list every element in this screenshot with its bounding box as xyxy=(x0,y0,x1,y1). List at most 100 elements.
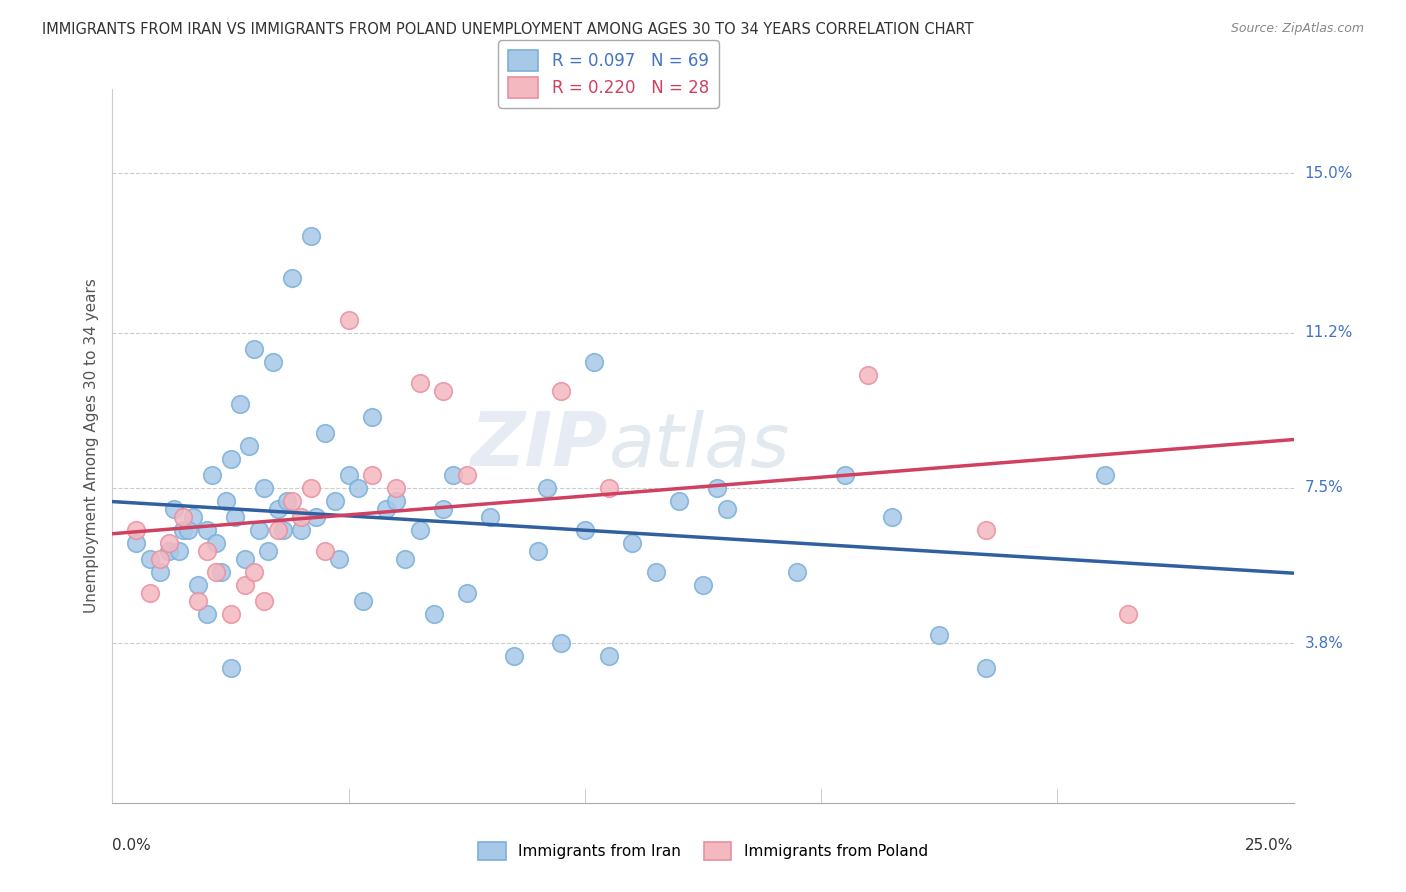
Point xyxy=(394,552,416,566)
Text: ZIP: ZIP xyxy=(471,409,609,483)
Point xyxy=(290,510,312,524)
Point xyxy=(441,468,464,483)
Point xyxy=(644,565,666,579)
Text: Source: ZipAtlas.com: Source: ZipAtlas.com xyxy=(1230,22,1364,36)
Point xyxy=(928,628,950,642)
Point xyxy=(163,502,186,516)
Point xyxy=(257,544,280,558)
Point xyxy=(422,607,444,621)
Point xyxy=(408,523,430,537)
Point xyxy=(976,523,998,537)
Point xyxy=(219,607,242,621)
Point xyxy=(858,368,880,382)
Point xyxy=(550,384,572,399)
Point xyxy=(880,510,903,524)
Point xyxy=(205,535,228,549)
Point xyxy=(304,510,326,524)
Point xyxy=(167,544,190,558)
Text: 7.5%: 7.5% xyxy=(1305,481,1343,495)
Point xyxy=(224,510,246,524)
Point xyxy=(195,607,218,621)
Point xyxy=(229,397,252,411)
Text: 0.0%: 0.0% xyxy=(112,838,152,854)
Point xyxy=(976,661,998,675)
Point xyxy=(1094,468,1116,483)
Point xyxy=(456,468,478,483)
Point xyxy=(385,481,408,495)
Point xyxy=(139,552,162,566)
Point xyxy=(834,468,856,483)
Point xyxy=(267,523,290,537)
Point xyxy=(262,355,284,369)
Point xyxy=(186,594,208,608)
Point xyxy=(172,510,194,524)
Point xyxy=(574,523,596,537)
Point xyxy=(276,493,298,508)
Text: 3.8%: 3.8% xyxy=(1305,636,1344,651)
Point xyxy=(583,355,606,369)
Point xyxy=(267,502,290,516)
Point xyxy=(125,523,148,537)
Point xyxy=(253,481,276,495)
Point xyxy=(195,523,218,537)
Point xyxy=(149,565,172,579)
Point xyxy=(238,439,260,453)
Point xyxy=(247,523,270,537)
Point xyxy=(314,426,336,441)
Point xyxy=(375,502,398,516)
Point xyxy=(716,502,738,516)
Point xyxy=(337,313,360,327)
Point xyxy=(621,535,644,549)
Point xyxy=(361,409,384,424)
Point xyxy=(526,544,548,558)
Point xyxy=(271,523,294,537)
Legend: Immigrants from Iran, Immigrants from Poland: Immigrants from Iran, Immigrants from Po… xyxy=(472,836,934,866)
Point xyxy=(125,535,148,549)
Point xyxy=(385,493,408,508)
Text: 15.0%: 15.0% xyxy=(1305,166,1353,181)
Point xyxy=(408,376,430,390)
Point xyxy=(172,523,194,537)
Point xyxy=(299,481,322,495)
Text: IMMIGRANTS FROM IRAN VS IMMIGRANTS FROM POLAND UNEMPLOYMENT AMONG AGES 30 TO 34 : IMMIGRANTS FROM IRAN VS IMMIGRANTS FROM … xyxy=(42,22,974,37)
Point xyxy=(598,648,620,663)
Point xyxy=(201,468,224,483)
Point xyxy=(181,510,204,524)
Point xyxy=(432,502,454,516)
Point xyxy=(456,586,478,600)
Point xyxy=(668,493,690,508)
Text: 11.2%: 11.2% xyxy=(1305,326,1353,340)
Point xyxy=(157,535,180,549)
Point xyxy=(139,586,162,600)
Point xyxy=(233,552,256,566)
Point xyxy=(692,577,714,591)
Point xyxy=(536,481,558,495)
Point xyxy=(149,552,172,566)
Point xyxy=(361,468,384,483)
Point xyxy=(215,493,238,508)
Point xyxy=(205,565,228,579)
Point xyxy=(323,493,346,508)
Point xyxy=(233,577,256,591)
Y-axis label: Unemployment Among Ages 30 to 34 years: Unemployment Among Ages 30 to 34 years xyxy=(83,278,98,614)
Point xyxy=(209,565,232,579)
Point xyxy=(219,661,242,675)
Point xyxy=(186,577,208,591)
Point xyxy=(352,594,374,608)
Point xyxy=(195,544,218,558)
Point xyxy=(177,523,200,537)
Point xyxy=(281,271,304,285)
Point xyxy=(243,565,266,579)
Text: 25.0%: 25.0% xyxy=(1246,838,1294,854)
Point xyxy=(157,544,180,558)
Point xyxy=(479,510,502,524)
Point xyxy=(598,481,620,495)
Point xyxy=(314,544,336,558)
Point xyxy=(432,384,454,399)
Point xyxy=(243,343,266,357)
Point xyxy=(281,493,304,508)
Point xyxy=(337,468,360,483)
Point xyxy=(219,451,242,466)
Point xyxy=(253,594,276,608)
Point xyxy=(328,552,350,566)
